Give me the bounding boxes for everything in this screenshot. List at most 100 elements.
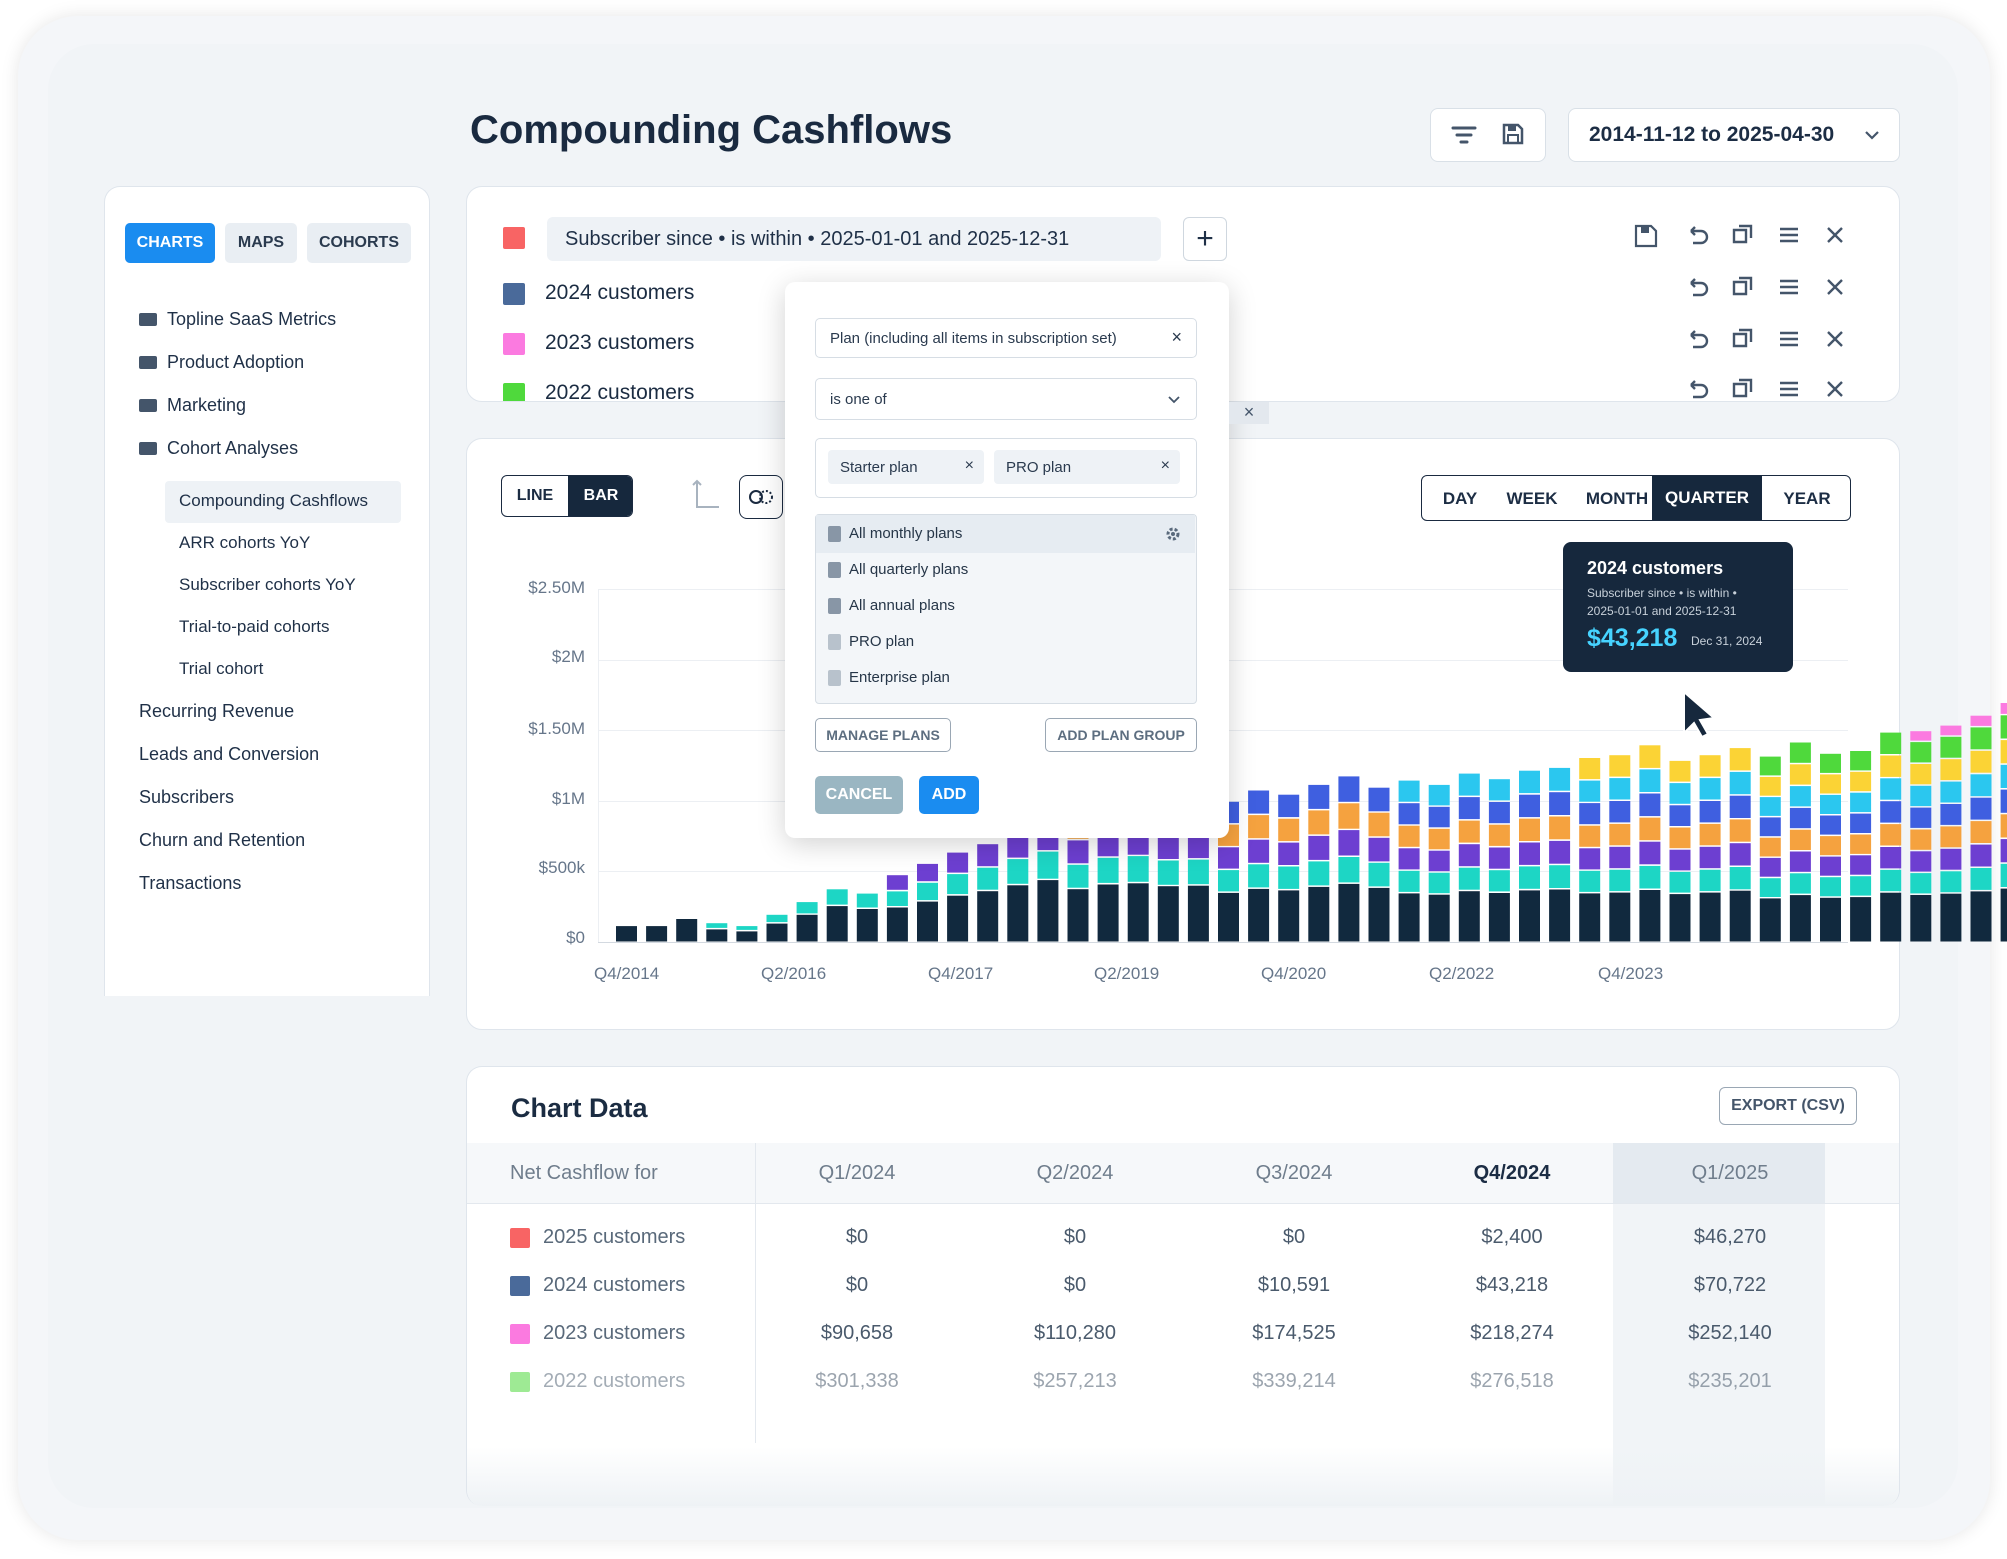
- bar-segment[interactable]: [1398, 848, 1420, 870]
- bar-segment[interactable]: [917, 863, 938, 882]
- bar-segment[interactable]: [1609, 846, 1631, 869]
- bar-segment[interactable]: [2000, 863, 2007, 887]
- menu-icon[interactable]: [1777, 377, 1801, 401]
- bar-segment[interactable]: [1940, 781, 1962, 803]
- filter-field-select[interactable]: Plan (including all items in subscriptio…: [815, 318, 1197, 358]
- bar-segment[interactable]: [1549, 840, 1571, 864]
- plan-option-monthly[interactable]: All monthly plans: [828, 525, 962, 542]
- bar-segment[interactable]: [1248, 790, 1270, 814]
- bar-segment[interactable]: [1820, 774, 1841, 794]
- bar-segment[interactable]: [1699, 823, 1721, 846]
- bar-segment[interactable]: [1549, 816, 1571, 840]
- bar-segment[interactable]: [1187, 859, 1209, 885]
- bar-segment[interactable]: [2000, 703, 2007, 714]
- bar-segment[interactable]: [2000, 764, 2007, 788]
- duplicate-icon[interactable]: [1731, 223, 1755, 247]
- bar-segment[interactable]: [676, 919, 698, 942]
- bar-segment[interactable]: [1910, 785, 1932, 807]
- bar-segment[interactable]: [1037, 851, 1059, 879]
- bar-segment[interactable]: [1338, 776, 1360, 802]
- bar-segment[interactable]: [1880, 869, 1902, 892]
- bar-segment[interactable]: [1759, 817, 1781, 837]
- bar-segment[interactable]: [1850, 876, 1872, 896]
- bar-segment[interactable]: [1519, 770, 1540, 794]
- bar-segment[interactable]: [1850, 855, 1872, 875]
- period-year[interactable]: YEAR: [1783, 489, 1831, 508]
- bar-segment[interactable]: [1699, 892, 1721, 942]
- bar-segment[interactable]: [1669, 783, 1691, 804]
- bar-segment[interactable]: [1398, 870, 1420, 892]
- bar-segment[interactable]: [1729, 867, 1751, 890]
- bar-segment[interactable]: [1850, 751, 1872, 771]
- bar-segment[interactable]: [1789, 851, 1811, 872]
- bar-segment[interactable]: [1549, 889, 1571, 942]
- period-day[interactable]: DAY: [1442, 489, 1478, 508]
- bar-segment[interactable]: [1970, 774, 1992, 797]
- compare-toggle-button[interactable]: [739, 475, 783, 519]
- sidebar-item-leads-conversion[interactable]: Leads and Conversion: [139, 744, 320, 764]
- bar-segment[interactable]: [1880, 847, 1902, 869]
- line-mode-button[interactable]: LINE: [516, 487, 554, 504]
- bar-segment[interactable]: [1910, 764, 1932, 785]
- bar-segment[interactable]: [1519, 890, 1540, 942]
- bar-segment[interactable]: [766, 914, 788, 923]
- bar-segment[interactable]: [1639, 865, 1661, 889]
- operator-select[interactable]: is one of: [815, 378, 1197, 420]
- bar-segment[interactable]: [1729, 890, 1751, 942]
- bar-segment[interactable]: [646, 926, 668, 942]
- bar-segment[interactable]: [1579, 803, 1601, 825]
- bar-segment[interactable]: [1820, 815, 1841, 835]
- bar-segment[interactable]: [1338, 803, 1360, 829]
- bar-segment[interactable]: [1278, 842, 1300, 865]
- bar-segment[interactable]: [1488, 779, 1510, 801]
- bar-segment[interactable]: [2000, 839, 2007, 863]
- bar-segment[interactable]: [1127, 883, 1149, 942]
- bar-segment[interactable]: [1880, 732, 1902, 754]
- bar-segment[interactable]: [1579, 825, 1601, 847]
- undo-icon[interactable]: [1685, 327, 1709, 351]
- bar-segment[interactable]: [977, 867, 999, 890]
- bar-segment[interactable]: [1669, 827, 1691, 849]
- bar-segment[interactable]: [2000, 715, 2007, 739]
- bar-segment[interactable]: [1609, 755, 1631, 777]
- add-button[interactable]: ADD: [919, 776, 979, 814]
- menu-icon[interactable]: [1777, 275, 1801, 299]
- bar-segment[interactable]: [1428, 806, 1450, 828]
- bar-segment[interactable]: [1850, 771, 1872, 792]
- bar-segment[interactable]: [1940, 848, 1962, 870]
- bar-segment[interactable]: [706, 929, 728, 942]
- sidebar-item-subscriber-cohorts[interactable]: Subscriber cohorts YoY: [179, 575, 356, 594]
- bar-segment[interactable]: [1639, 793, 1661, 817]
- add-plan-group-button[interactable]: ADD PLAN GROUP: [1045, 718, 1197, 752]
- undo-icon[interactable]: [1685, 377, 1709, 401]
- bar-segment[interactable]: [1970, 844, 1992, 867]
- bar-segment[interactable]: [1940, 804, 1962, 825]
- bar-segment[interactable]: [1428, 850, 1450, 872]
- bar-segment[interactable]: [1488, 870, 1510, 892]
- bar-segment[interactable]: [1910, 731, 1932, 741]
- bar-segment[interactable]: [1308, 810, 1330, 835]
- duplicate-icon[interactable]: [1731, 275, 1755, 299]
- bar-segment[interactable]: [1880, 755, 1902, 777]
- plan-option-pro[interactable]: PRO plan: [828, 633, 914, 650]
- bar-segment[interactable]: [1789, 786, 1811, 807]
- bar-segment[interactable]: [1218, 892, 1239, 942]
- duplicate-icon[interactable]: [1731, 327, 1755, 351]
- bar-segment[interactable]: [1157, 834, 1179, 859]
- bar-segment[interactable]: [1729, 795, 1751, 818]
- sidebar-folder-product-adoption[interactable]: Product Adoption: [139, 352, 304, 373]
- bar-segment[interactable]: [1368, 887, 1390, 942]
- bar-segment[interactable]: [1007, 885, 1029, 942]
- bar-segment[interactable]: [2000, 740, 2007, 764]
- undo-icon[interactable]: [1685, 275, 1709, 299]
- bar-segment[interactable]: [1248, 888, 1270, 942]
- bar-segment[interactable]: [1519, 794, 1540, 818]
- save-icon[interactable]: [1501, 122, 1525, 146]
- bar-segment[interactable]: [1127, 856, 1149, 882]
- bar-segment[interactable]: [1488, 847, 1510, 869]
- bar-segment[interactable]: [1579, 848, 1601, 870]
- bar-segment[interactable]: [886, 907, 908, 942]
- remove-chip-icon[interactable]: ×: [964, 457, 974, 474]
- bar-segment[interactable]: [1157, 860, 1179, 885]
- bar-segment[interactable]: [1970, 727, 1992, 750]
